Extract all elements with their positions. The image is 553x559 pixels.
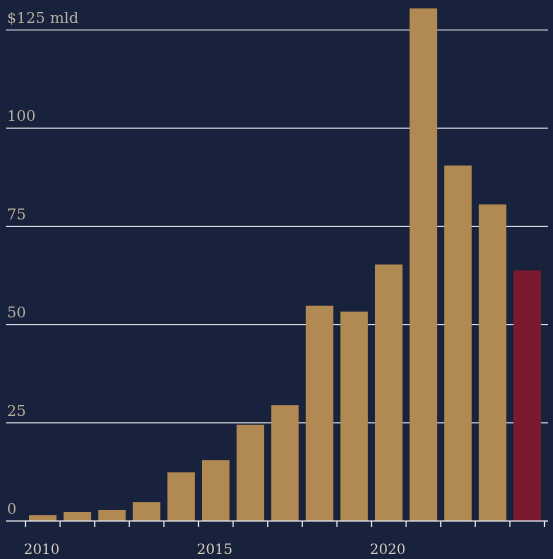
y-tick-label-25: 25 — [7, 402, 26, 420]
bar-2014 — [167, 472, 195, 521]
bar-2019 — [340, 311, 368, 521]
x-tick-label-2010: 2010 — [24, 542, 60, 558]
x-axis — [6, 520, 548, 527]
bar-2023 — [478, 204, 507, 521]
bar-2018 — [305, 305, 334, 521]
bar-2012 — [98, 510, 126, 521]
bars — [29, 8, 541, 522]
bar-2024 — [513, 270, 541, 521]
bar-2017 — [271, 405, 299, 521]
x-tick-label-2020: 2020 — [370, 542, 406, 558]
y-tick-label-50: 50 — [7, 304, 26, 322]
bar-2020 — [375, 264, 403, 521]
bar-2013 — [132, 502, 161, 521]
x-tick-label-2015: 2015 — [197, 542, 233, 558]
y-tick-label-75: 75 — [7, 205, 26, 223]
x-axis-labels: 2010 2015 2020 — [24, 542, 406, 558]
bar-2022 — [444, 165, 472, 522]
y-axis-labels: 0 25 50 75 100 $125 mld — [7, 9, 79, 518]
y-tick-label-125: $125 mld — [7, 9, 79, 27]
y-tick-label-100: 100 — [7, 107, 36, 125]
y-tick-label-0: 0 — [7, 500, 17, 518]
bar-2016 — [236, 424, 265, 521]
bar-2010 — [29, 515, 57, 521]
bar-2015 — [202, 460, 230, 521]
bar-2011 — [63, 511, 92, 521]
bar-2021 — [409, 8, 438, 522]
